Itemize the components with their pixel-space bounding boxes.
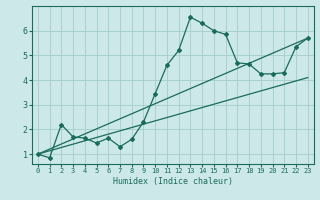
X-axis label: Humidex (Indice chaleur): Humidex (Indice chaleur) [113, 177, 233, 186]
